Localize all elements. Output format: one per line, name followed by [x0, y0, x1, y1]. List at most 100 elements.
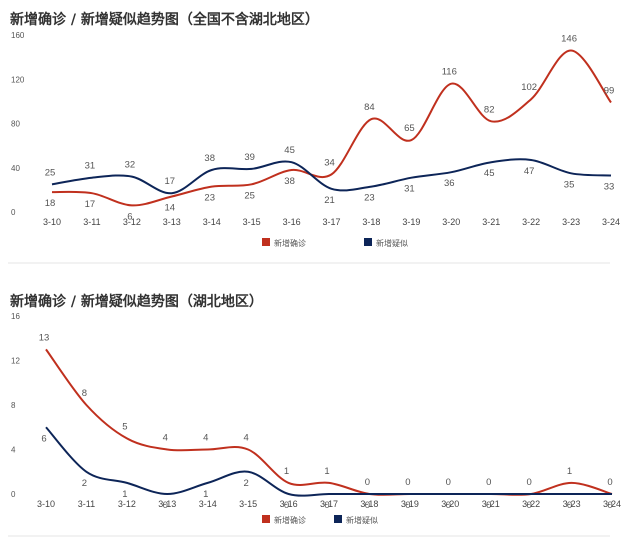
- data-label: 0: [607, 500, 612, 511]
- data-label: 8: [82, 388, 87, 399]
- data-label: 0: [324, 500, 329, 511]
- data-label: 23: [204, 193, 215, 204]
- legend-swatch: [262, 238, 270, 246]
- data-label: 0: [526, 500, 531, 511]
- data-label: 45: [484, 168, 495, 179]
- x-tick-label: 3-20: [442, 217, 460, 227]
- data-label: 17: [164, 176, 175, 187]
- data-label: 102: [521, 82, 537, 93]
- y-tick-label: 0: [11, 490, 16, 499]
- legend-label: 新增疑似: [346, 515, 378, 525]
- x-tick-label: 3-19: [402, 217, 420, 227]
- legend-swatch: [364, 238, 372, 246]
- data-label: 14: [164, 203, 175, 214]
- data-label: 47: [524, 166, 535, 177]
- data-label: 21: [324, 195, 335, 206]
- x-tick-label: 3-23: [563, 499, 581, 509]
- x-tick-label: 3-14: [199, 499, 217, 509]
- y-tick-label: 40: [11, 164, 20, 173]
- data-label: 0: [486, 477, 491, 488]
- data-label: 0: [365, 500, 370, 511]
- data-label: 99: [604, 85, 615, 96]
- data-label: 0: [365, 477, 370, 488]
- x-tick-label: 3-11: [83, 217, 100, 227]
- data-label: 82: [484, 104, 495, 115]
- legend-swatch: [262, 515, 270, 523]
- y-tick-label: 160: [11, 31, 25, 40]
- data-label: 31: [404, 184, 415, 195]
- data-label: 4: [163, 433, 168, 444]
- data-label: 31: [85, 161, 96, 172]
- data-label: 1: [122, 489, 127, 500]
- data-label: 38: [204, 153, 215, 164]
- series-line-1: [51, 158, 612, 195]
- x-tick-label: 3-18: [360, 499, 378, 509]
- data-label: 23: [364, 193, 375, 204]
- x-tick-label: 3-21: [482, 499, 500, 509]
- data-label: 4: [203, 433, 208, 444]
- x-tick-label: 3-15: [239, 499, 257, 509]
- y-tick-label: 12: [11, 357, 20, 366]
- data-label: 0: [607, 477, 612, 488]
- x-tick-label: 3-16: [283, 217, 301, 227]
- data-label: 146: [561, 33, 577, 44]
- data-label: 33: [604, 181, 615, 192]
- y-tick-label: 16: [11, 312, 20, 321]
- data-label: 0: [405, 477, 410, 488]
- x-tick-label: 3-20: [441, 499, 459, 509]
- data-label: 4: [243, 433, 248, 444]
- legend-label: 新增疑似: [376, 238, 408, 248]
- x-tick-label: 3-16: [280, 499, 298, 509]
- data-label: 0: [284, 500, 289, 511]
- x-tick-label: 3-10: [43, 217, 61, 227]
- data-label: 5: [122, 421, 127, 432]
- data-label: 18: [45, 198, 56, 209]
- x-tick-label: 3-15: [243, 217, 261, 227]
- data-label: 0: [446, 477, 451, 488]
- legend-swatch: [334, 515, 342, 523]
- chart-title: 新增确诊 / 新增疑似趋势图（全国不含湖北地区）: [10, 12, 319, 28]
- data-label: 34: [324, 157, 335, 168]
- data-label: 0: [486, 500, 491, 511]
- data-label: 84: [364, 102, 375, 113]
- data-label: 25: [45, 167, 56, 178]
- y-tick-label: 0: [11, 208, 16, 217]
- data-label: 0: [526, 477, 531, 488]
- data-label: 0: [163, 500, 168, 511]
- x-tick-label: 3-24: [603, 499, 621, 509]
- data-label: 45: [284, 145, 295, 156]
- x-tick-label: 3-22: [522, 499, 540, 509]
- data-label: 0: [567, 500, 572, 511]
- data-label: 32: [125, 160, 136, 171]
- y-tick-label: 120: [11, 75, 25, 84]
- x-tick-label: 3-11: [78, 499, 95, 509]
- data-label: 1: [567, 466, 572, 477]
- x-tick-label: 3-13: [163, 217, 181, 227]
- y-tick-label: 8: [11, 401, 16, 410]
- data-label: 1: [284, 466, 289, 477]
- data-label: 39: [244, 152, 255, 163]
- chart-plot: 0 40 80 120 160 3-10 3-11 3-12 3-13 3-14 3-15 3-16 3…: [8, 31, 620, 264]
- data-label: 1: [324, 466, 329, 477]
- y-tick-label: 80: [11, 120, 20, 129]
- data-label: 35: [564, 179, 575, 190]
- data-label: 2: [82, 478, 87, 489]
- legend-label: 新增确诊: [274, 238, 306, 248]
- x-tick-label: 3-24: [602, 217, 620, 227]
- data-label: 1: [203, 489, 208, 500]
- data-label: 6: [127, 211, 132, 222]
- x-tick-label: 3-12: [123, 217, 141, 227]
- chart-title: 新增确诊 / 新增疑似趋势图（湖北地区）: [10, 294, 263, 310]
- data-label: 0: [446, 500, 451, 511]
- data-label: 2: [243, 478, 248, 489]
- legend-label: 新增确诊: [274, 515, 306, 525]
- x-tick-label: 3-23: [562, 217, 580, 227]
- x-tick-label: 3-12: [118, 499, 136, 509]
- data-label: 38: [284, 176, 295, 187]
- x-tick-label: 3-22: [522, 217, 540, 227]
- data-label: 6: [41, 433, 46, 444]
- data-label: 0: [405, 500, 410, 511]
- x-tick-label: 3-18: [362, 217, 380, 227]
- x-tick-label: 3-10: [37, 499, 55, 509]
